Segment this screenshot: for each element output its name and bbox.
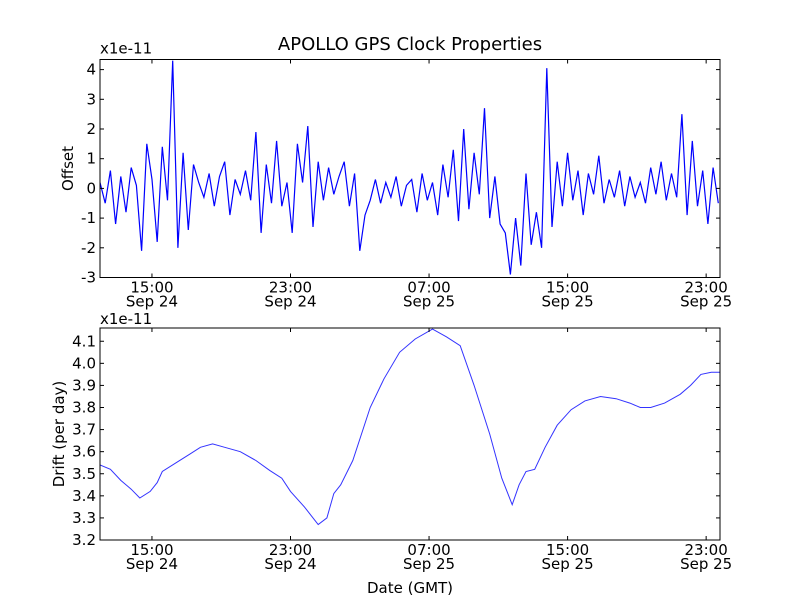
drift-series-line [100,328,720,526]
y-tick-label: 4.0 [72,354,96,372]
offset-series-line [100,60,719,275]
y-tick-label: -3 [81,269,96,287]
x-tick-date: Sep 25 [680,293,732,311]
x-tick-time: 15:00 [130,541,173,559]
x-tick-time: 15:00 [546,541,589,559]
axes-frame [99,327,721,541]
y-tick-label: 3.2 [72,531,96,549]
y-tick-label: 3.3 [72,509,96,527]
y-tick-label: -2 [81,239,96,257]
y-scale-label: x1e-11 [100,40,152,58]
y-tick-label: 3.4 [72,487,96,505]
y-tick-label: 3.5 [72,465,96,483]
y-tick-label: 3.8 [72,399,96,417]
x-tick-time: 23:00 [685,541,728,559]
y-tick-label: 1 [86,150,96,168]
x-tick-time: 23:00 [685,279,728,297]
x-tick-time: 15:00 [546,279,589,297]
x-tick-date: Sep 24 [264,555,316,573]
x-tick-time: 07:00 [407,279,450,297]
chart-title: APOLLO GPS Clock Properties [278,34,542,55]
y-tick-label: 4.1 [72,332,96,350]
y-tick-label: -1 [81,209,96,227]
x-tick-time: 23:00 [269,541,312,559]
y-tick-label: 0 [86,179,96,197]
y-tick-label: 3.6 [72,443,96,461]
x-tick-date: Sep 24 [126,555,178,573]
y-axis-label: Offset [59,146,77,191]
y-tick-label: 2 [86,120,96,138]
axes-frame [99,59,721,278]
x-tick-time: 15:00 [130,279,173,297]
y-scale-label: x1e-11 [100,310,152,328]
x-tick-date: Sep 25 [403,293,455,311]
y-axis-label: Drift (per day) [50,381,68,488]
y-tick-label: 3.9 [72,376,96,394]
x-tick-date: Sep 25 [542,555,594,573]
x-tick-date: Sep 24 [264,293,316,311]
x-tick-date: Sep 24 [126,293,178,311]
x-tick-date: Sep 25 [542,293,594,311]
y-tick-label: 3.7 [72,421,96,439]
x-tick-date: Sep 25 [403,555,455,573]
x-tick-date: Sep 25 [680,555,732,573]
y-tick-label: 4 [86,61,96,79]
x-tick-time: 07:00 [407,541,450,559]
y-tick-label: 3 [86,90,96,108]
x-tick-time: 23:00 [269,279,312,297]
x-axis-label: Date (GMT) [367,579,453,597]
